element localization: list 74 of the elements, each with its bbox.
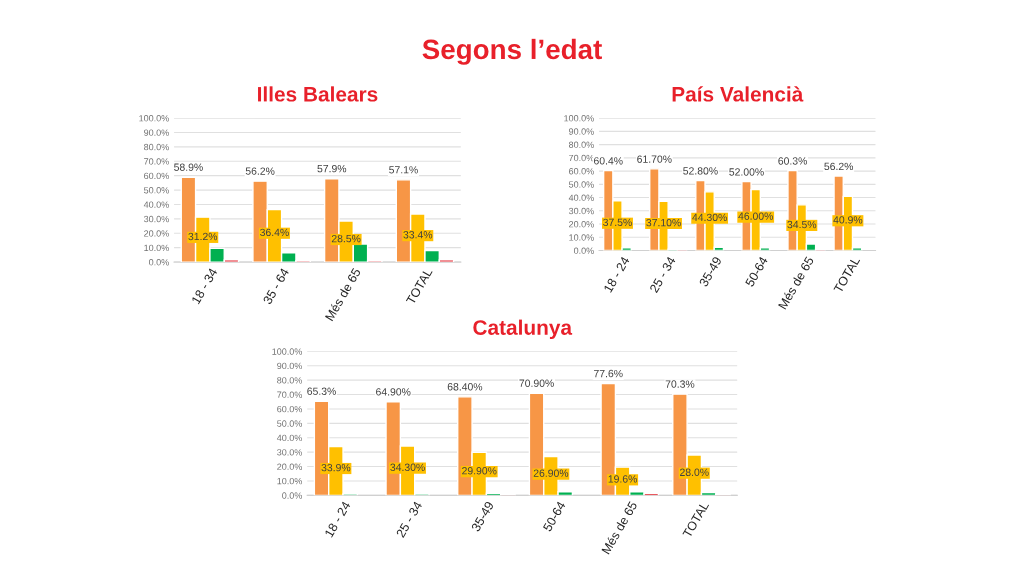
data-label: 26.90% (533, 469, 569, 477)
y-tick-label: 10.0% (277, 477, 303, 485)
y-tick-label: 50.0% (143, 187, 169, 194)
data-label: 57.1% (389, 166, 418, 174)
data-label: 61.70% (637, 155, 672, 163)
y-tick-label: 0.0% (573, 247, 594, 254)
y-tick-label: 30.0% (277, 449, 303, 456)
y-tick-label: 90.0% (277, 362, 303, 370)
x-tick-label: 18 - 34 (191, 267, 218, 305)
chart-title: Catalunya (473, 319, 573, 340)
data-label: 57.9% (317, 164, 347, 173)
data-label: 64.90% (376, 388, 411, 396)
data-label: 65.3% (307, 387, 336, 395)
data-label: 68.40% (447, 383, 483, 391)
x-tick-label: 35 - 64 (262, 267, 290, 305)
data-label: 56.2% (824, 162, 854, 171)
y-tick-label: 20.0% (277, 463, 303, 470)
y-tick-label: 30.0% (143, 215, 169, 223)
data-label: 31.2% (188, 232, 218, 241)
y-tick-label: 10.0% (569, 234, 594, 241)
y-tick-label: 50.0% (277, 420, 303, 427)
data-label: 28.5% (331, 234, 361, 243)
y-tick-label: 0.0% (282, 492, 303, 499)
data-label: 37.10% (646, 218, 681, 227)
x-tick-label: 18 - 24 (603, 255, 630, 293)
data-label: 29.90% (462, 467, 497, 475)
x-tick-label: 25 - 34 (395, 500, 423, 538)
data-label: 34.5% (787, 220, 817, 229)
data-label: 19.6% (608, 475, 637, 483)
y-tick-label: 20.0% (569, 221, 594, 228)
data-label: 46.00% (738, 212, 774, 220)
y-tick-label: 30.0% (568, 207, 594, 215)
data-label: 34.30% (390, 463, 425, 471)
text: Segons l’edat (422, 38, 602, 65)
data-label: 33.9% (321, 463, 351, 472)
data-label: 52.80% (683, 167, 718, 175)
data-label: 60.3% (778, 157, 807, 165)
x-tick-label: 25 - 34 (649, 255, 676, 294)
y-tick-label: 10.0% (144, 244, 169, 252)
x-tick-label: 18 - 24 (324, 500, 351, 538)
y-tick-label: 90.0% (144, 129, 169, 136)
y-tick-label: 100.0% (139, 115, 169, 122)
y-tick-label: 40.0% (568, 194, 594, 201)
data-label: 52.00% (729, 168, 764, 176)
data-label: 60.4% (594, 157, 623, 165)
data-label: 44.30% (692, 213, 727, 222)
data-label: 40.9% (833, 216, 863, 224)
data-label: 58.9% (174, 163, 203, 171)
y-tick-label: 100.0% (272, 348, 303, 355)
y-tick-label: 90.0% (569, 128, 594, 135)
y-tick-label: 60.0% (144, 172, 169, 180)
y-tick-label: 80.0% (568, 141, 594, 148)
chart-title: Illes Balears (258, 86, 378, 102)
y-tick-label: 40.0% (276, 434, 303, 442)
y-tick-label: 80.0% (144, 143, 169, 151)
data-label: 70.90% (519, 379, 554, 387)
y-tick-label: 60.0% (277, 405, 303, 413)
y-tick-label: 70.0% (144, 158, 169, 165)
y-tick-label: 70.0% (277, 391, 303, 398)
data-label: 33.4% (403, 231, 433, 239)
y-tick-label: 40.0% (143, 201, 169, 208)
y-tick-label: 60.0% (569, 168, 594, 175)
y-tick-label: 20.0% (144, 230, 169, 237)
chart-title: País Valencià (672, 86, 804, 102)
data-label: 56.2% (245, 167, 275, 175)
data-label: 36.4% (260, 228, 289, 237)
y-tick-label: 0.0% (149, 259, 169, 266)
data-label: 70.3% (665, 380, 695, 388)
y-tick-label: 80.0% (277, 377, 303, 384)
data-label: 37.5% (603, 218, 632, 227)
data-label: 77.6% (594, 369, 623, 378)
data-label: 28.0% (680, 468, 709, 476)
y-tick-label: 50.0% (568, 181, 594, 188)
y-tick-label: 100.0% (564, 115, 594, 122)
